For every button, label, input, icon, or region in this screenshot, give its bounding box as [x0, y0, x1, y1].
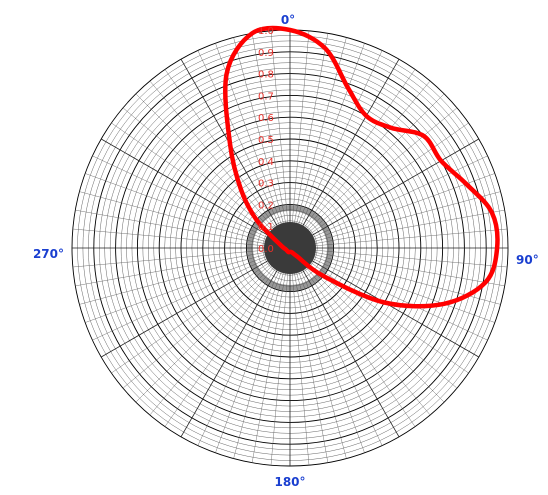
radial-tick-label: 0.0	[258, 244, 274, 255]
angle-label-0: 0°	[281, 13, 295, 27]
grid-spoke	[101, 248, 290, 357]
radial-tick-label: 0.7	[258, 91, 274, 102]
radial-tick-label: 0.4	[258, 157, 274, 168]
radial-tick-label: 0.5	[258, 135, 274, 146]
radial-tick-label: 0.6	[258, 113, 274, 124]
polar-grid	[72, 30, 508, 466]
grid-spoke	[290, 59, 399, 248]
grid-spoke	[290, 139, 479, 248]
radial-tick-label: 0.8	[258, 70, 274, 81]
angle-label-270: 270°	[33, 247, 64, 261]
grid-spoke	[181, 248, 290, 437]
grid-spoke	[181, 59, 290, 248]
radial-tick-label: 1.0	[258, 26, 274, 37]
angle-label-180: 180°	[274, 475, 305, 489]
grid-spoke	[290, 248, 399, 437]
radial-tick-label: 0.9	[258, 48, 274, 59]
radial-tick-label: 0.1	[258, 222, 274, 233]
angle-label-90: 90°	[516, 253, 539, 267]
radial-tick-label: 0.3	[258, 179, 274, 190]
radial-tick-label: 0.2	[258, 200, 274, 211]
